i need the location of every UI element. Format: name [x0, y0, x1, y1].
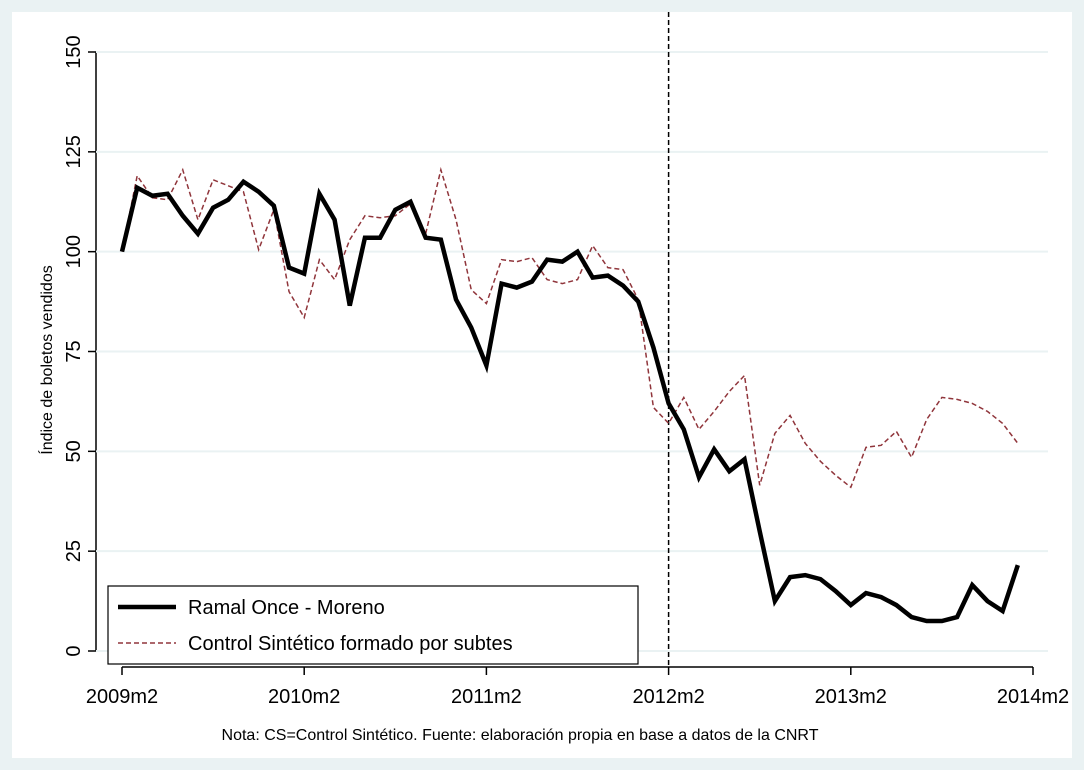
x-tick-label: 2009m2 [86, 686, 158, 708]
y-tick-label: 100 [63, 235, 85, 268]
x-tick-label: 2010m2 [268, 686, 340, 708]
y-tick-label: 50 [63, 440, 85, 462]
y-tick-label: 125 [63, 135, 85, 168]
x-tick-label: 2012m2 [632, 686, 704, 708]
note: Nota: CS=Control Sintético. Fuente: elab… [222, 727, 819, 744]
x-tick-label: 2011m2 [451, 686, 522, 708]
legend-label: Control Sintético formado por subtes [188, 633, 513, 655]
legend-label: Ramal Once - Moreno [188, 597, 385, 619]
y-tick-label: 25 [63, 540, 85, 562]
y-tick-label: 75 [63, 340, 85, 362]
y-axis-label: Índice de boletos vendidos [37, 265, 56, 454]
y-tick-label: 0 [63, 645, 85, 656]
legend-box [107, 585, 639, 665]
y-tick-label: 150 [63, 35, 85, 68]
line-series [121, 166, 1019, 489]
line-series [119, 178, 1020, 624]
x-tick-label: 2013m2 [815, 686, 887, 708]
x-tick-label: 2014m2 [997, 686, 1069, 708]
